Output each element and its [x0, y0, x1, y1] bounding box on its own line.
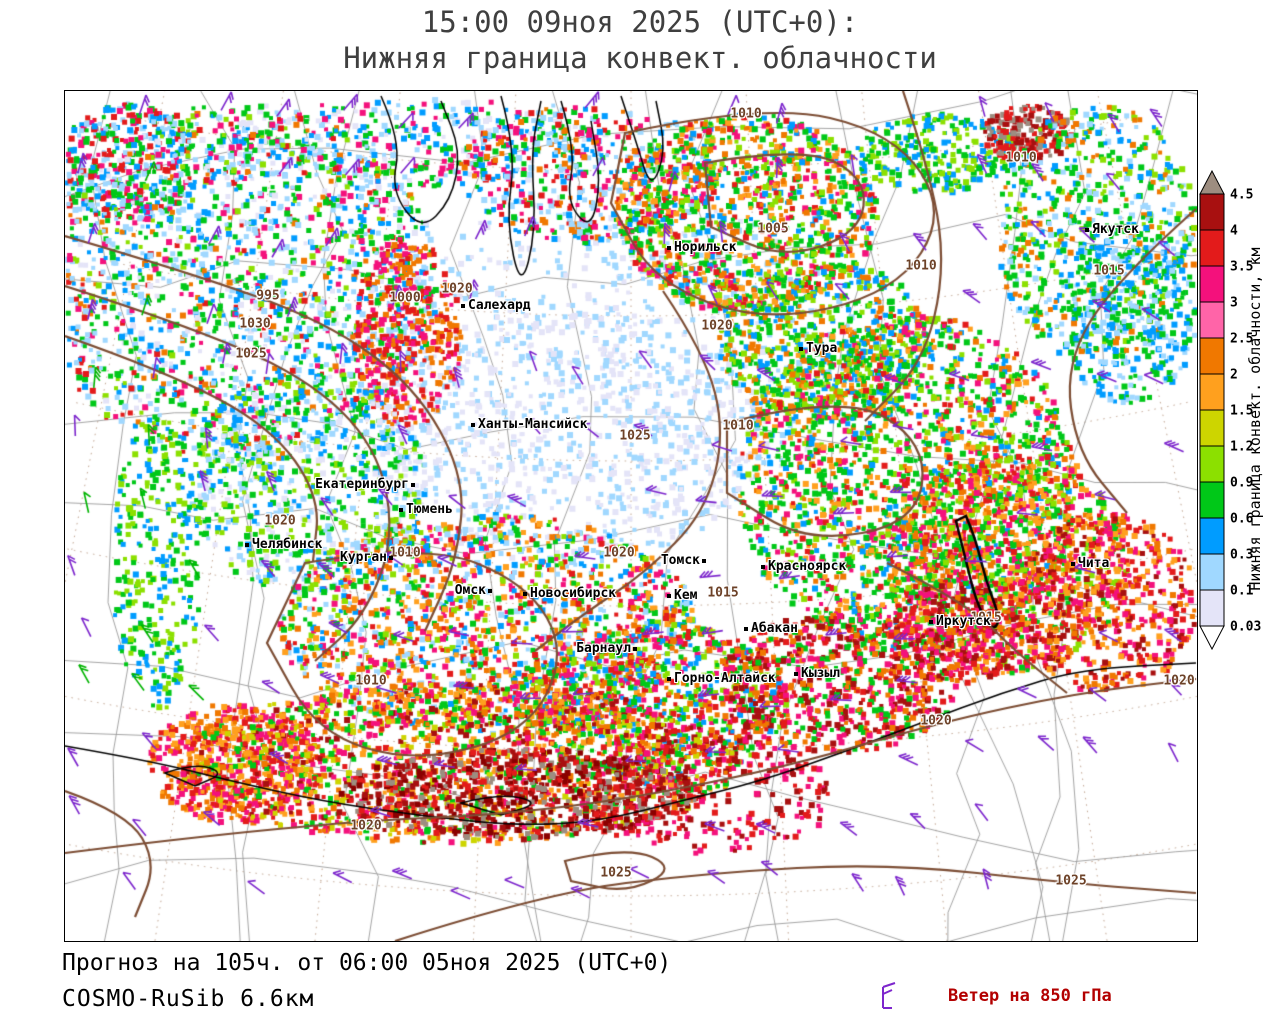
map-frame: 1010 1010 1005 1010 1015 995 1000 1020 1030 1025 1…	[64, 90, 1198, 942]
colorbar-segment	[1199, 265, 1225, 303]
colorbar-tick-label: 2	[1230, 368, 1238, 383]
colorbar-tick-label: 0.03	[1230, 620, 1261, 635]
colorbar-segment	[1199, 553, 1225, 591]
colorbar-tick-label: 0.9	[1230, 476, 1253, 491]
colorbar-segment	[1199, 193, 1225, 231]
wind-legend: Ветер на 850 гПа	[878, 982, 1112, 1010]
model-caption: COSMO-RuSib 6.6км	[62, 986, 315, 1012]
colorbar-segment	[1199, 301, 1225, 339]
colorbar-tick-label: 0.3	[1230, 548, 1253, 563]
colorbar-tick-label: 1.2	[1230, 440, 1253, 455]
colorbar-tick-label: 3.5	[1230, 260, 1253, 275]
colorbar-tick-label: 0.6	[1230, 512, 1254, 527]
wind-legend-label: Ветер на 850 гПа	[948, 986, 1112, 1006]
colorbar-tick-label: 3	[1230, 296, 1238, 311]
colorbar-tick-label: 4.5	[1230, 188, 1253, 203]
colorbar: 4.5 4 3.5 3 2.5 2 1.5 1.2 0.9 0.6 0.3 0.1 0.03	[1199, 170, 1261, 651]
colorbar-segment	[1199, 481, 1225, 519]
title-parameter: Нижняя граница конвект. облачности	[343, 41, 937, 75]
map-title: 15:00 09ноя 2025 (UTC+0): Нижняя граница…	[0, 4, 1280, 76]
colorbar-tick-label: 4	[1230, 224, 1238, 239]
colorbar-segment	[1199, 517, 1225, 555]
map-canvas	[65, 91, 1197, 941]
title-datetime: 15:00 09ноя 2025 (UTC+0):	[421, 5, 859, 39]
colorbar-segment	[1199, 373, 1225, 411]
colorbar-segment	[1199, 229, 1225, 267]
colorbar-top-arrow	[1199, 170, 1225, 195]
colorbar-segment	[1199, 589, 1225, 627]
colorbar-bottom-arrow	[1199, 625, 1225, 651]
colorbar-tick-label: 1.5	[1230, 404, 1253, 419]
colorbar-segment	[1199, 337, 1225, 375]
colorbar-segment	[1199, 445, 1225, 483]
wind-barb-icon	[882, 982, 896, 1009]
colorbar-tick-label: 2.5	[1230, 332, 1253, 347]
colorbar-segment	[1199, 409, 1225, 447]
forecast-caption: Прогноз на 105ч. от 06:00 05ноя 2025 (UT…	[62, 950, 672, 976]
colorbar-axis-label: Нижняя граница конвект. облачности, км	[1246, 247, 1264, 591]
colorbar-tick-label: 0.1	[1230, 584, 1254, 599]
